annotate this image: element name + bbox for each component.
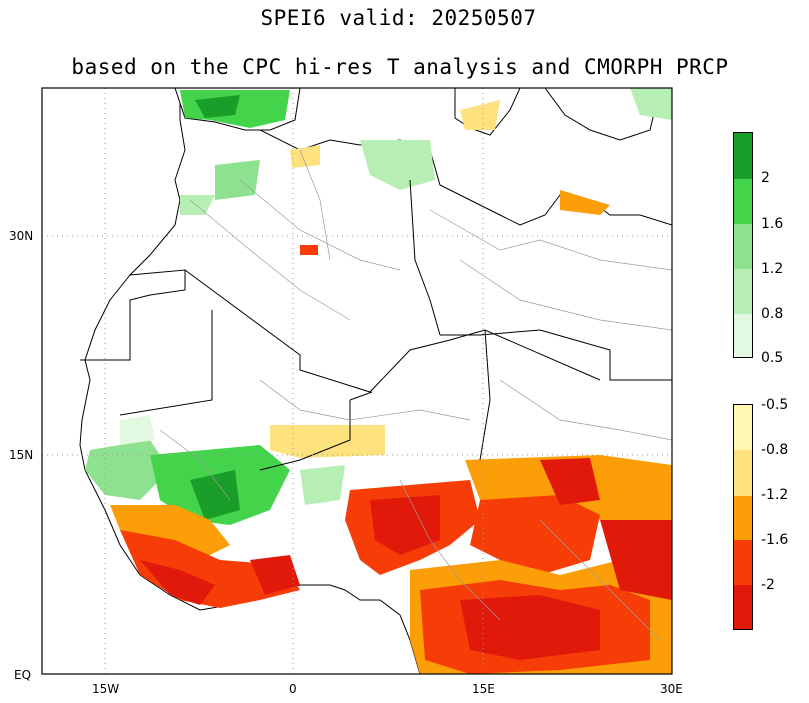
- map-frame: [41, 87, 673, 675]
- map-subtitle: based on the CPC hi-res T analysis and C…: [71, 55, 729, 79]
- x-tick-15w: 15W: [92, 682, 120, 696]
- colorbar-dry: [733, 404, 753, 630]
- cb-dry-label-3: -1.6: [761, 532, 789, 548]
- cb-dry-2: [734, 496, 752, 540]
- cb-dry-3: [734, 540, 752, 585]
- cb-wet-0: [734, 133, 752, 179]
- cb-dry-0: [734, 405, 752, 450]
- greece-land: [544, 88, 661, 141]
- x-tick-0: 0: [289, 682, 297, 696]
- cb-wet-label-1: 1.6: [761, 216, 784, 232]
- country-borders: [80, 179, 672, 471]
- x-tick-15e: 15E: [472, 682, 495, 696]
- colorbar-wet: [733, 132, 753, 358]
- y-tick-30n: 30N: [9, 229, 34, 243]
- cb-wet-label-3: 0.8: [761, 306, 784, 322]
- cb-dry-label-1: -0.8: [761, 442, 789, 458]
- x-tick-30e: 30E: [660, 682, 683, 696]
- cb-wet-4: [734, 314, 752, 357]
- map-title: SPEI6 valid: 20250507: [260, 6, 537, 30]
- admin-boundaries: [159, 149, 672, 641]
- cb-dry-1: [734, 450, 752, 496]
- cb-wet-label-2: 1.2: [761, 261, 784, 277]
- cb-dry-label-0: -0.5: [761, 397, 789, 413]
- cb-wet-1: [734, 179, 752, 224]
- graticule: [42, 88, 672, 674]
- dry-areas: [110, 100, 672, 674]
- wet-areas: [85, 88, 672, 560]
- cb-dry-4: [734, 585, 752, 629]
- cb-wet-3: [734, 269, 752, 314]
- y-tick-eq: EQ: [14, 668, 32, 682]
- cb-dry-label-2: -1.2: [761, 487, 789, 503]
- cb-wet-label-0: 2: [761, 170, 770, 186]
- cb-dry-label-4: -2: [761, 577, 775, 593]
- y-tick-15n: 15N: [9, 448, 34, 462]
- cb-wet-2: [734, 224, 752, 269]
- cb-wet-label-4: 0.5: [761, 350, 784, 366]
